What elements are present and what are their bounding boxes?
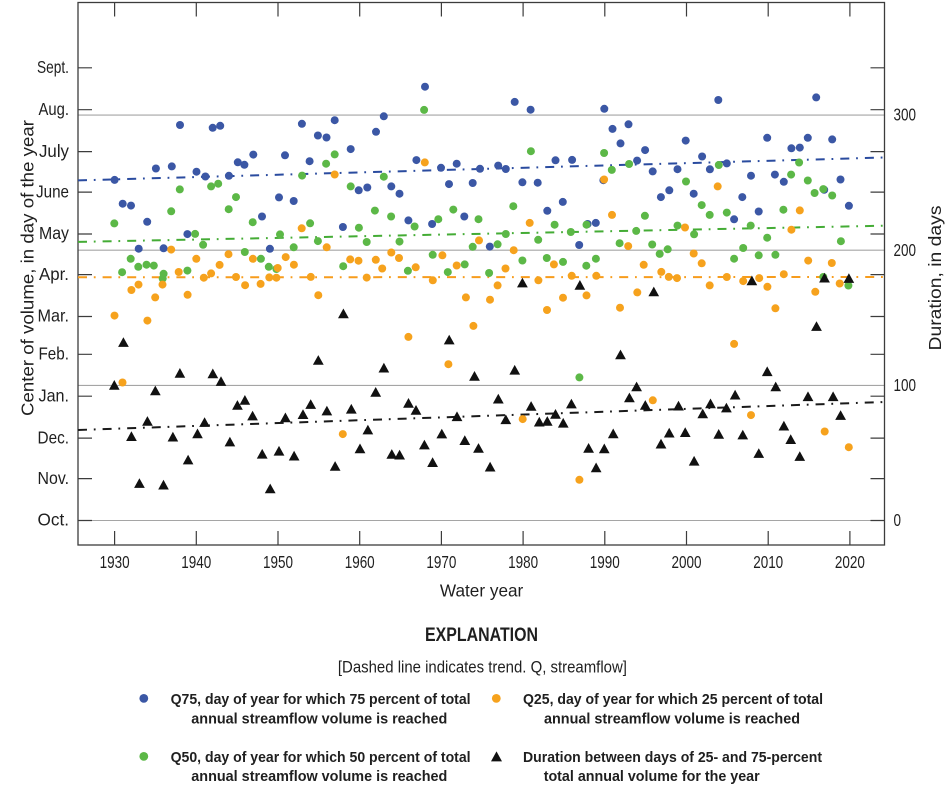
svg-text:Nov.: Nov. [38,468,70,488]
svg-text:Jan.: Jan. [39,385,70,405]
svg-text:100: 100 [894,375,917,395]
svg-text:Mar.: Mar. [38,306,70,326]
svg-text:2000: 2000 [672,552,702,572]
svg-text:EXPLANATION: EXPLANATION [425,625,538,646]
svg-text:1930: 1930 [100,552,130,572]
svg-text:2020: 2020 [835,552,865,572]
svg-text:Apr.: Apr. [39,264,69,284]
svg-text:1950: 1950 [263,552,293,572]
svg-text:300: 300 [894,105,917,125]
svg-text:2010: 2010 [753,552,783,572]
svg-text:1970: 1970 [426,552,456,572]
svg-text:1940: 1940 [181,552,211,572]
svg-text:200: 200 [894,240,917,260]
svg-text:Feb.: Feb. [39,343,70,363]
svg-text:Sept.: Sept. [37,57,69,77]
svg-text:July: July [39,141,69,161]
svg-text:0: 0 [894,510,902,530]
svg-text:Duration between days of 25- a: Duration between days of 25- and 75-perc… [523,749,822,766]
svg-text:annual streamflow volume is re: annual streamflow volume is reached [544,710,800,727]
svg-text:May: May [39,223,69,243]
svg-text:annual streamflow volume is re: annual streamflow volume is reached [191,768,447,785]
svg-text:1990: 1990 [590,552,620,572]
svg-text:Aug.: Aug. [39,99,70,119]
svg-text:annual streamflow volume is re: annual streamflow volume is reached [191,710,447,727]
svg-text:1960: 1960 [345,552,375,572]
svg-text:total annual volume for the ye: total annual volume for the year [544,768,760,785]
svg-text:Oct.: Oct. [38,510,70,530]
svg-text:June: June [36,181,69,201]
svg-text:Duration, in days: Duration, in days [925,205,945,350]
svg-text:Center of volume, in day of th: Center of volume, in day of the year [18,120,38,416]
svg-text:1980: 1980 [508,552,538,572]
svg-text:Q25, day of year for which 25: Q25, day of year for which 25 percent of… [523,691,823,708]
svg-text:Q75, day of year for which 75: Q75, day of year for which 75 percent of… [171,691,471,708]
svg-text:Water year: Water year [440,580,524,600]
svg-text:Dec.: Dec. [38,427,70,447]
svg-text:Q50, day of year for which 50: Q50, day of year for which 50 percent of… [171,749,471,766]
svg-text:[Dashed line indicates trend.: [Dashed line indicates trend. Q, streamf… [338,659,627,677]
